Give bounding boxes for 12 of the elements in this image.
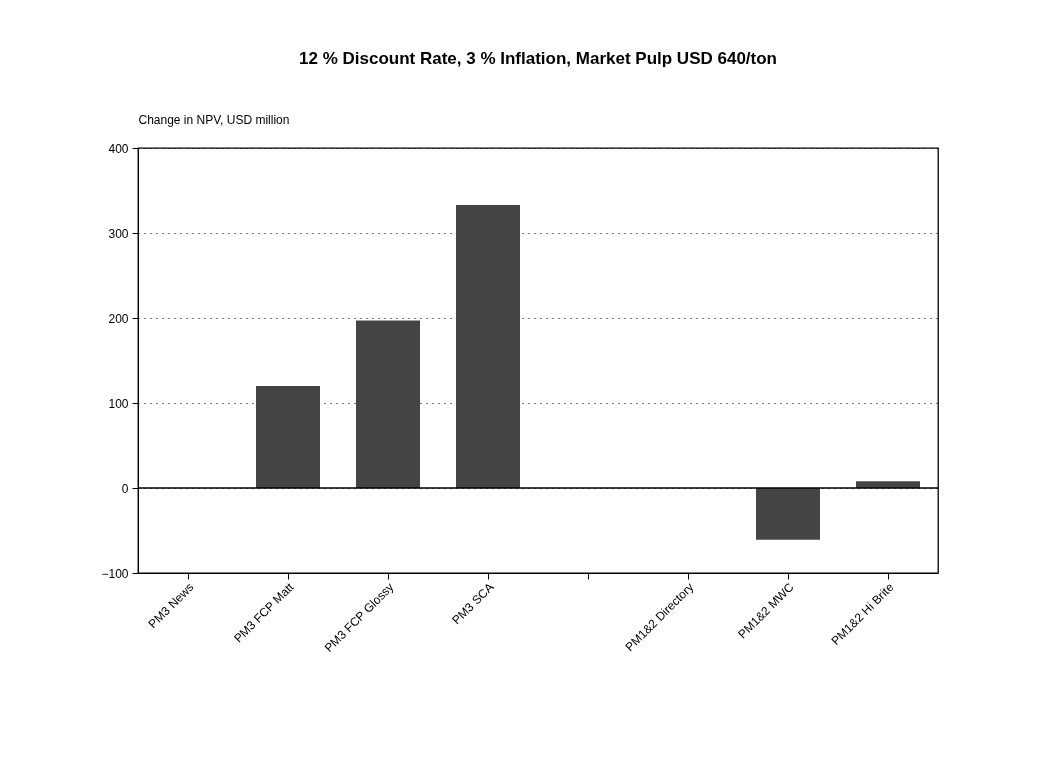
y-axis-title: Change in NPV, USD million [138,112,290,127]
y-tick-label: 200 [108,311,129,326]
y-tick-label: −100 [101,566,129,581]
bar [756,488,820,540]
y-tick-label: 400 [108,141,129,156]
bar [456,204,520,488]
y-tick-label: 300 [108,226,129,241]
bar [256,386,320,488]
chart-title: 12 % Discount Rate, 3 % Inflation, Market Pulp USD 640/ton [299,49,777,68]
y-tick-label: 0 [121,481,129,496]
y-tick-label: 100 [108,396,129,411]
bar [356,320,420,488]
